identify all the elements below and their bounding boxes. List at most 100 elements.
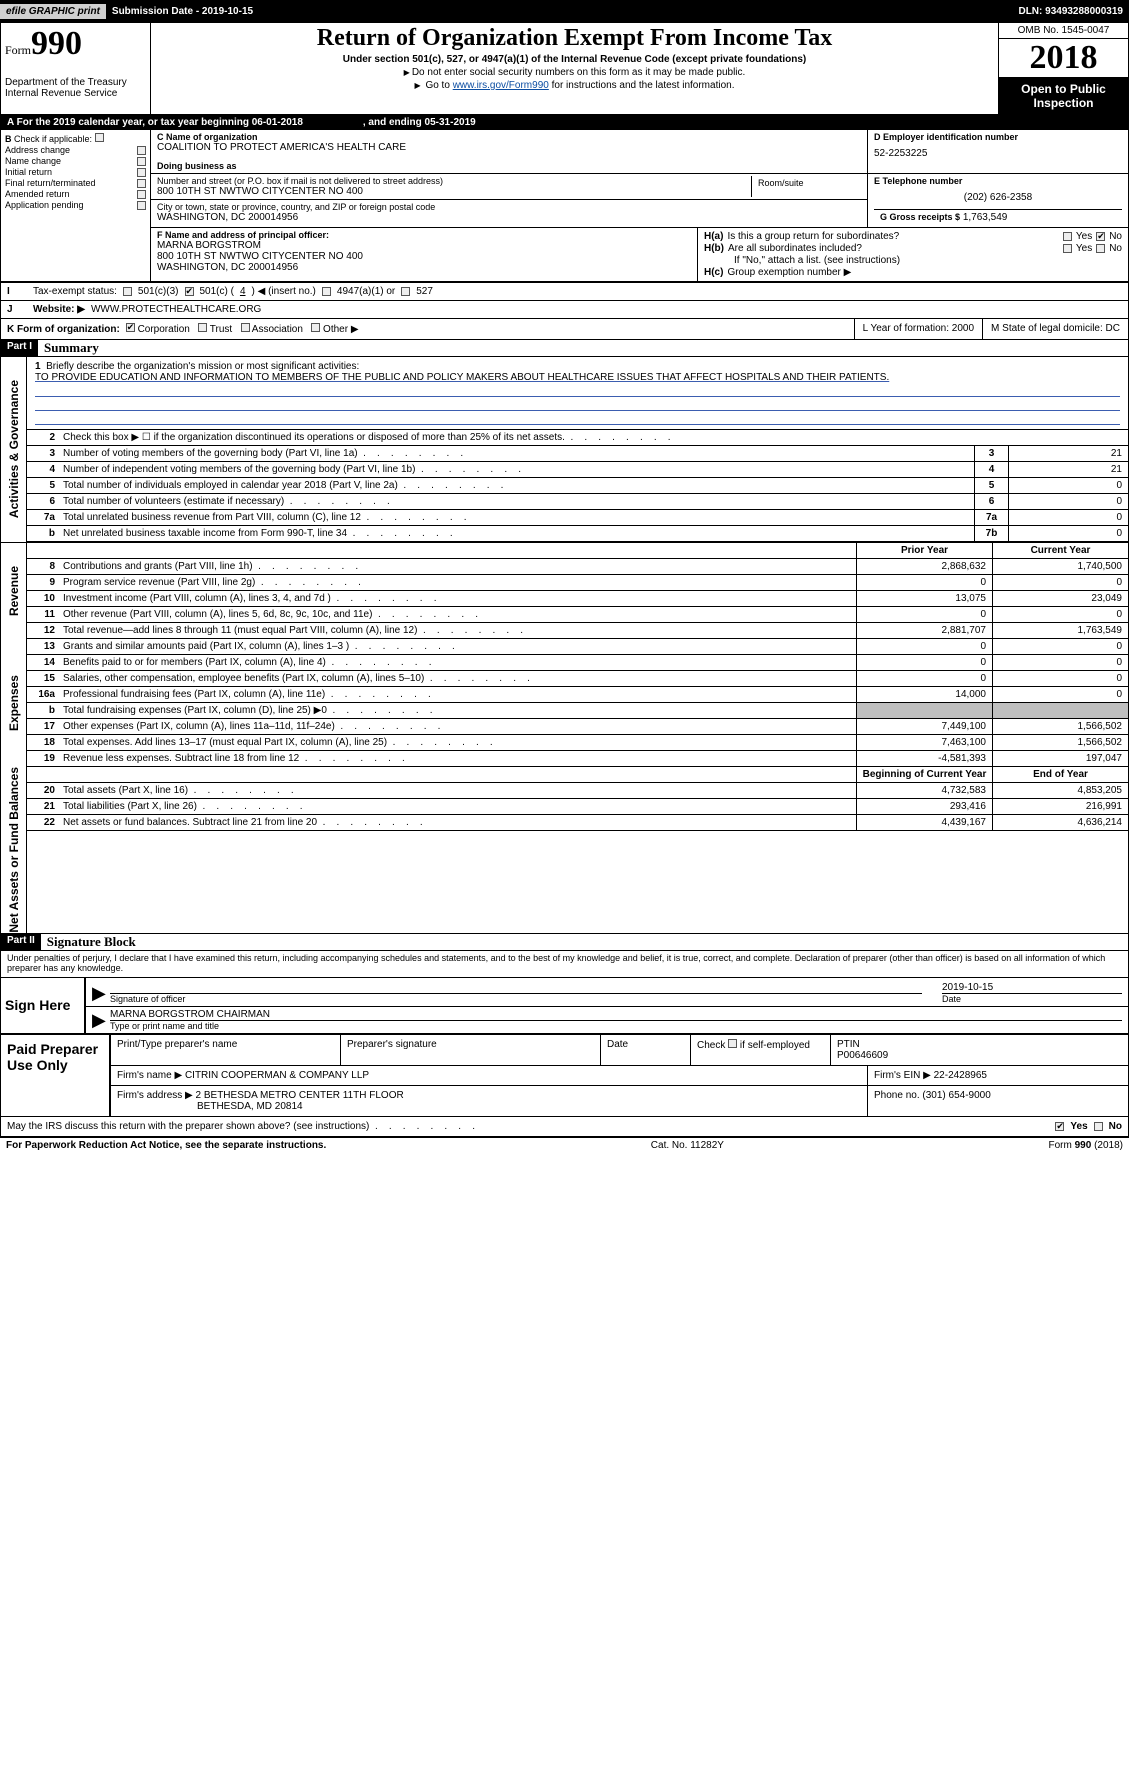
header-row: Form990 Department of the Treasury Inter… — [1, 23, 1128, 115]
telephone-block: E Telephone number (202) 626-2358 G Gros… — [868, 174, 1128, 227]
room-label: Room/suite — [758, 178, 855, 188]
c-name-label: C Name of organization — [157, 132, 861, 142]
hb-no-checkbox[interactable] — [1096, 244, 1105, 253]
line-box-num: 4 — [974, 462, 1008, 477]
prior-value — [856, 703, 992, 718]
k-checkbox[interactable] — [126, 323, 135, 332]
side-net-text: Net Assets or Fund Balances — [7, 767, 21, 933]
discuss-yes-checkbox[interactable] — [1055, 1122, 1064, 1131]
prep-h4-pre: Check — [697, 1040, 725, 1051]
line-num: 20 — [27, 783, 59, 798]
side-netassets: Net Assets or Fund Balances — [1, 767, 27, 933]
line-num: 2 — [27, 430, 59, 445]
section-b-to-g: B Check if applicable: Address changeNam… — [1, 130, 1128, 282]
firm-ein-label: Firm's EIN ▶ — [874, 1070, 931, 1081]
hb-note: If "No," attach a list. (see instruction… — [704, 255, 1122, 266]
prior-value: 2,868,632 — [856, 559, 992, 574]
hb-yes-checkbox[interactable] — [1063, 244, 1072, 253]
data-line: 15Salaries, other compensation, employee… — [27, 671, 1128, 687]
current-value: 216,991 — [992, 799, 1128, 814]
firm-phone-cell: Phone no. (301) 654-9000 — [868, 1086, 1128, 1116]
line-num: 14 — [27, 655, 59, 670]
discuss-no-checkbox[interactable] — [1094, 1122, 1103, 1131]
k-checkbox[interactable] — [241, 323, 250, 332]
k-checkbox[interactable] — [311, 323, 320, 332]
line-num: 6 — [27, 494, 59, 509]
prior-value: 2,881,707 — [856, 623, 992, 638]
ha-yes-checkbox[interactable] — [1063, 232, 1072, 241]
penalties-text: Under penalties of perjury, I declare th… — [1, 951, 1128, 975]
prior-value: 0 — [856, 671, 992, 686]
b-checkbox[interactable] — [137, 168, 146, 177]
net-col-headers: Beginning of Current Year End of Year — [27, 767, 1128, 783]
b-checkbox[interactable] — [137, 179, 146, 188]
self-employed-checkbox[interactable] — [728, 1039, 737, 1048]
name-ein-row: C Name of organization COALITION TO PROT… — [151, 130, 1128, 174]
state-domicile: M State of legal domicile: DC — [982, 319, 1128, 339]
header-right: OMB No. 1545-0047 2018 Open to Public In… — [998, 23, 1128, 114]
officer-block: F Name and address of principal officer:… — [151, 228, 698, 281]
line-value: 0 — [1008, 478, 1128, 493]
d-label: D Employer identification number — [874, 132, 1122, 142]
i-501c3-checkbox[interactable] — [123, 287, 132, 296]
firm-ein-value: 22-2428965 — [934, 1070, 987, 1081]
firm-name-value: CITRIN COOPERMAN & COMPANY LLP — [185, 1070, 369, 1081]
k-opt: Association — [252, 324, 303, 335]
part-ii-bar: Part II — [1, 934, 41, 950]
b-check-label: Check if applicable: — [14, 134, 92, 144]
gov-line: 7aTotal unrelated business revenue from … — [27, 510, 1128, 526]
sub3-post: for instructions and the latest informat… — [549, 80, 735, 91]
line-box-num: 5 — [974, 478, 1008, 493]
line-box-num: 7a — [974, 510, 1008, 525]
b-check-item: Application pending — [5, 200, 146, 210]
prep-h2: Preparer's signature — [341, 1035, 601, 1065]
line-text: Total liabilities (Part X, line 26) — [59, 799, 856, 814]
prior-value: 0 — [856, 607, 992, 622]
ha-no-checkbox[interactable] — [1096, 232, 1105, 241]
gross-value: 1,763,549 — [963, 212, 1008, 223]
h-b-line: H(b) Are all subordinates included? Yes … — [704, 243, 1122, 254]
row-i: I Tax-exempt status: 501(c)(3) 501(c) (4… — [1, 282, 1128, 300]
prior-value: 14,000 — [856, 687, 992, 702]
gov-line: 3Number of voting members of the governi… — [27, 446, 1128, 462]
i-label: Tax-exempt status: — [33, 286, 117, 297]
dln: DLN: 93493288000319 — [1018, 6, 1123, 17]
mission-num: 1 — [35, 361, 41, 372]
k-left: K Form of organization: Corporation Trus… — [1, 319, 854, 339]
f-label: F Name and address of principal officer: — [157, 230, 691, 240]
b-checkbox[interactable] — [137, 157, 146, 166]
line-num: 12 — [27, 623, 59, 638]
b-checkbox[interactable] — [137, 146, 146, 155]
side-governance: Activities & Governance — [1, 357, 27, 542]
eoy-header: End of Year — [992, 767, 1128, 782]
data-line: 10Investment income (Part VIII, column (… — [27, 591, 1128, 607]
line-text: Revenue less expenses. Subtract line 18 … — [59, 751, 856, 766]
discuss-yes: Yes — [1070, 1121, 1087, 1132]
current-value: 0 — [992, 671, 1128, 686]
column-cde: C Name of organization COALITION TO PROT… — [151, 130, 1128, 281]
b-checkbox[interactable] — [137, 190, 146, 199]
b-top-checkbox[interactable] — [95, 133, 104, 142]
line-num: 4 — [27, 462, 59, 477]
i-4947-checkbox[interactable] — [322, 287, 331, 296]
k-checkbox[interactable] — [198, 323, 207, 332]
column-b: B Check if applicable: Address changeNam… — [1, 130, 151, 281]
hc-text: Group exemption number ▶ — [727, 267, 851, 278]
b-checkbox[interactable] — [137, 201, 146, 210]
i-527-checkbox[interactable] — [401, 287, 410, 296]
addr-label: Number and street (or P.O. box if mail i… — [157, 176, 751, 186]
line-text: Salaries, other compensation, employee b… — [59, 671, 856, 686]
mission-line-2 — [35, 399, 1120, 411]
gov-line: 5Total number of individuals employed in… — [27, 478, 1128, 494]
row-a-ending: , and ending 05-31-2019 — [363, 117, 476, 128]
i-501c-checkbox[interactable] — [185, 287, 194, 296]
street-row: Number and street (or P.O. box if mail i… — [151, 174, 867, 200]
mission-text: TO PROVIDE EDUCATION AND INFORMATION TO … — [35, 372, 1120, 383]
irs-link[interactable]: www.irs.gov/Form990 — [453, 80, 549, 91]
hb-text: Are all subordinates included? — [728, 243, 1059, 254]
current-year-header: Current Year — [992, 543, 1128, 558]
line-num: 11 — [27, 607, 59, 622]
b-check-item: Final return/terminated — [5, 178, 146, 188]
sign-here-label: Sign Here — [1, 978, 86, 1033]
sig-date-label: Date — [942, 994, 1122, 1004]
